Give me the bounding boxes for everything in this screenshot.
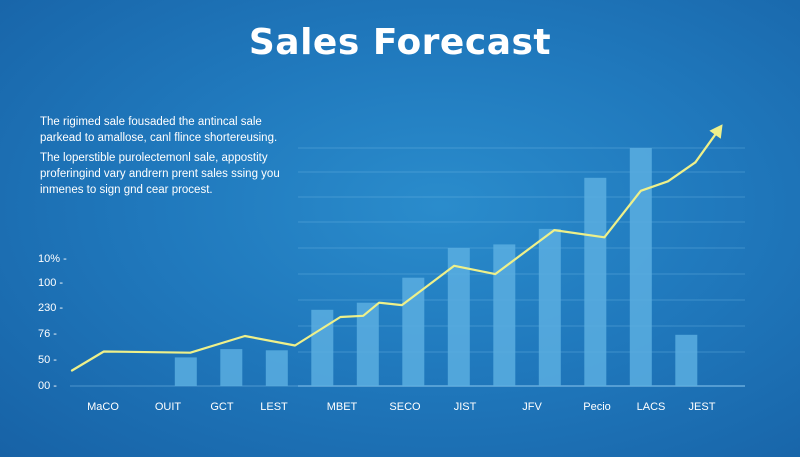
x-tick-label: MaCO xyxy=(87,401,119,413)
x-tick-label: LACS xyxy=(637,401,666,413)
x-tick-label: Pecio xyxy=(583,401,611,413)
y-tick-label: 100 - xyxy=(38,277,63,289)
bar xyxy=(174,357,197,386)
bar xyxy=(629,148,652,386)
x-tick-label: SECO xyxy=(389,401,421,413)
trend-line-end xyxy=(694,133,717,164)
bar xyxy=(311,309,334,386)
bar xyxy=(584,177,607,387)
y-tick-label: 50 - xyxy=(38,354,57,366)
y-tick-label: 10% - xyxy=(38,253,67,265)
bar xyxy=(402,277,425,386)
y-tick-label: 76 - xyxy=(38,328,57,340)
x-tick-label: GCT xyxy=(210,401,234,413)
description-paragraph-1: The rigimed sale fousaded the antincal s… xyxy=(40,116,278,144)
x-tick-label: LEST xyxy=(260,401,288,413)
bar-series xyxy=(174,148,698,387)
y-axis-ticks: 00 - 50 - 76 - 230 - 100 - 10% - xyxy=(38,253,67,392)
description-paragraph-2: The loperstible purolectemonl sale, appo… xyxy=(40,152,280,196)
bar xyxy=(675,334,698,386)
bar xyxy=(493,244,516,386)
bar xyxy=(356,302,379,386)
x-tick-label: MBET xyxy=(327,401,358,413)
x-tick-label: OUIT xyxy=(155,401,182,413)
x-tick-label: JEST xyxy=(689,401,716,413)
x-axis-ticks: MaCO OUIT GCT LEST MBET SECO JIST JFV Pecio LACS J… xyxy=(87,401,716,413)
trend-line xyxy=(70,161,697,372)
y-tick-label: 00 - xyxy=(38,380,57,392)
chart-title: Sales Forecast xyxy=(248,22,552,63)
bar xyxy=(447,248,470,386)
line-series xyxy=(70,124,723,372)
x-tick-label: JIST xyxy=(454,401,477,413)
trend-arrow-head xyxy=(709,124,723,139)
bar xyxy=(538,228,561,386)
bar xyxy=(220,349,243,386)
x-tick-label: JFV xyxy=(522,401,542,413)
y-tick-label: 230 - xyxy=(38,302,63,314)
bar xyxy=(265,350,288,386)
